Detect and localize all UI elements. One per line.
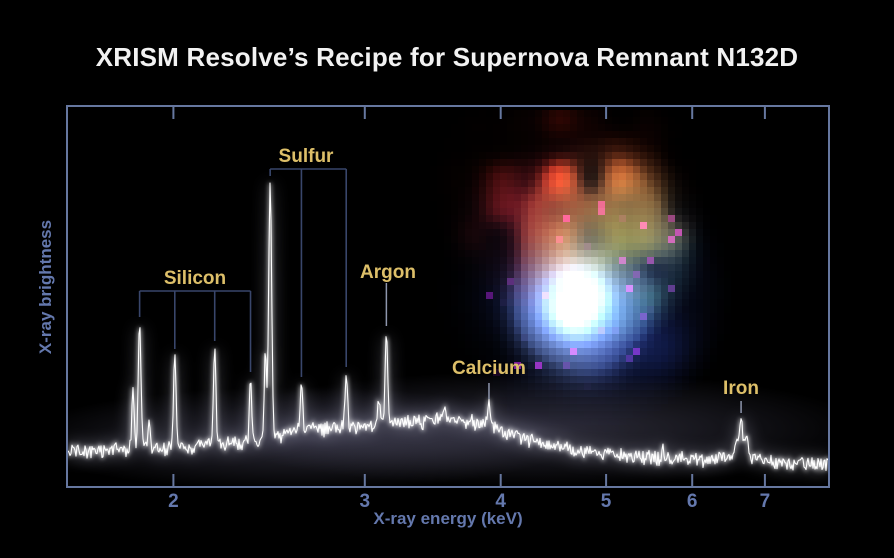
page-title: XRISM Resolve’s Recipe for Supernova Rem… [95,42,799,72]
spectrum-plot-frame: Silicon Sulfur Argon Calcium Iron [66,105,830,488]
element-label-calcium: Calcium [452,358,526,379]
y-axis-label: X-ray brightness [36,219,55,355]
plot-area: Silicon Sulfur Argon Calcium Iron [68,107,828,486]
baseline-haze-right [208,371,828,486]
spectrum-svg [68,107,828,486]
x-tick-label-3: 3 [359,491,371,512]
element-label-iron: Iron [723,378,759,399]
x-axis-label: X-ray energy (keV) [373,509,523,528]
element-label-argon: Argon [360,262,416,283]
x-tick-label-4: 4 [495,491,506,512]
x-tick-label-7: 7 [759,491,771,512]
element-label-sulfur: Sulfur [278,146,334,167]
x-tick-label-2: 2 [168,491,179,512]
element-label-silicon: Silicon [163,268,227,289]
x-tick-label-5: 5 [600,491,612,512]
spectrum-line [68,182,828,471]
x-tick-label-6: 6 [686,491,698,512]
